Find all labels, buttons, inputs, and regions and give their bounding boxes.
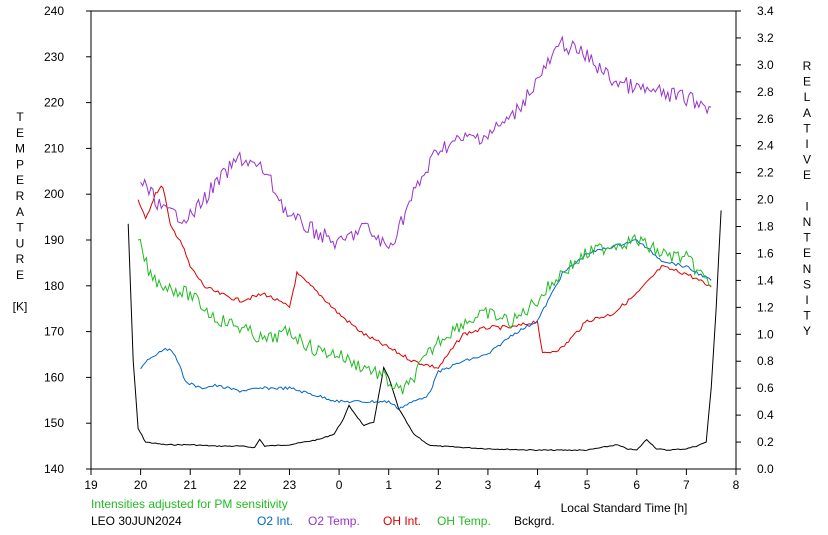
x-tick-label: 4	[534, 478, 541, 492]
right-tick-label: 3.4	[757, 4, 774, 18]
series-oh-int	[137, 185, 712, 369]
series-o2-temp	[140, 35, 712, 251]
series-o2-int	[140, 239, 712, 411]
series-oh-temp	[137, 233, 712, 395]
right-tick-label: 1.4	[757, 273, 774, 287]
right-tick-label: 0.6	[757, 381, 774, 395]
left-axis-letter: T	[16, 110, 24, 124]
right-axis-letter: T	[803, 121, 811, 135]
right-axis-letter: I	[805, 293, 808, 307]
right-axis-letter: L	[804, 90, 811, 104]
left-axis-letter: [K]	[13, 300, 28, 314]
left-axis: 140 150 160 170 180 190 200 210 220 230 240	[44, 4, 91, 476]
legend-oh-int: OH Int.	[383, 514, 422, 528]
left-tick-label: 210	[44, 141, 64, 155]
x-tick-label: 1	[385, 478, 392, 492]
left-tick-label: 220	[44, 96, 64, 110]
x-tick-label: 22	[233, 478, 247, 492]
right-tick-label: 3.2	[757, 31, 774, 45]
left-axis-letter: M	[15, 142, 25, 156]
right-tick-label: 3.0	[757, 58, 774, 72]
right-tick-label: 2.2	[757, 166, 774, 180]
x-tick-label: 5	[584, 478, 591, 492]
right-axis-letter: R	[803, 59, 812, 73]
right-tick-label: 2.6	[757, 112, 774, 126]
legend-o2-int: O2 Int.	[257, 514, 294, 528]
right-axis-letter: E	[803, 75, 811, 89]
right-tick-label: 2.0	[757, 193, 774, 207]
x-tick-label: 20	[134, 478, 148, 492]
right-tick-label: 1.0	[757, 327, 774, 341]
sensitivity-note: Intensities adjusted for PM sensitivity	[91, 497, 288, 511]
x-tick-label: 7	[683, 478, 690, 492]
right-axis-letter: T	[803, 231, 811, 245]
x-tick-label: 8	[733, 478, 740, 492]
left-tick-label: 150	[44, 416, 64, 430]
left-tick-label: 170	[44, 325, 64, 339]
right-axis-letter: T	[803, 309, 811, 323]
right-axis-letter: E	[803, 168, 811, 182]
left-axis-letter: P	[16, 157, 24, 171]
right-axis: 0.0 0.2 0.4 0.6 0.8 1.0 1.2 1.4 1.6 1.8 2.0 2.2 2.4 2…	[736, 4, 774, 476]
x-tick-label: 2	[435, 478, 442, 492]
left-axis-letter: E	[16, 268, 24, 282]
series-bckgrd	[127, 210, 722, 452]
x-axis-label: Local Standard Time [h]	[561, 501, 688, 515]
right-axis-letter: A	[803, 106, 811, 120]
x-tick-label: 23	[283, 478, 297, 492]
legend-o2-temp: O2 Temp.	[308, 514, 360, 528]
x-tick-label: 21	[184, 478, 198, 492]
left-axis-letter: U	[16, 236, 25, 250]
left-tick-label: 240	[44, 4, 64, 18]
left-axis-letter: R	[16, 189, 25, 203]
x-tick-label: 0	[336, 478, 343, 492]
legend-oh-temp: OH Temp.	[437, 514, 491, 528]
left-tick-label: 200	[44, 187, 64, 201]
left-tick-label: 160	[44, 370, 64, 384]
right-tick-label: 0.4	[757, 408, 774, 422]
left-axis-letter: T	[16, 221, 24, 235]
left-tick-label: 140	[44, 462, 64, 476]
series-group	[127, 35, 722, 452]
right-axis-letter: E	[803, 246, 811, 260]
right-axis-letter: N	[803, 215, 812, 229]
x-tick-label: 6	[633, 478, 640, 492]
station-date: LEO 30JUN2024	[91, 514, 182, 528]
legend-bckgrd: Bckgrd.	[514, 514, 555, 528]
right-axis-letter: Y	[803, 324, 811, 338]
left-axis-letter: E	[16, 126, 24, 140]
right-axis-letter: S	[803, 277, 811, 291]
right-tick-label: 1.2	[757, 300, 774, 314]
right-tick-label: 2.8	[757, 85, 774, 99]
x-tick-label: 3	[485, 478, 492, 492]
right-axis-letter: N	[803, 262, 812, 276]
right-tick-label: 0.0	[757, 462, 774, 476]
right-tick-label: 0.2	[757, 435, 774, 449]
left-tick-label: 180	[44, 279, 64, 293]
right-tick-label: 0.8	[757, 354, 774, 368]
right-axis-letter: I	[805, 137, 808, 151]
left-tick-label: 230	[44, 50, 64, 64]
right-axis-letter: V	[803, 153, 811, 167]
left-axis-letter: A	[16, 205, 24, 219]
right-tick-label: 2.4	[757, 139, 774, 153]
right-axis-letter: I	[805, 199, 808, 213]
left-axis-letter: E	[16, 173, 24, 187]
left-axis-letter: R	[16, 252, 25, 266]
right-tick-label: 1.8	[757, 220, 774, 234]
x-axis: 19 20 21 22 23 0 1 2 3 4 5 6 7 8	[84, 469, 740, 492]
left-tick-label: 190	[44, 233, 64, 247]
right-tick-label: 1.6	[757, 246, 774, 260]
x-tick-label: 19	[84, 478, 98, 492]
